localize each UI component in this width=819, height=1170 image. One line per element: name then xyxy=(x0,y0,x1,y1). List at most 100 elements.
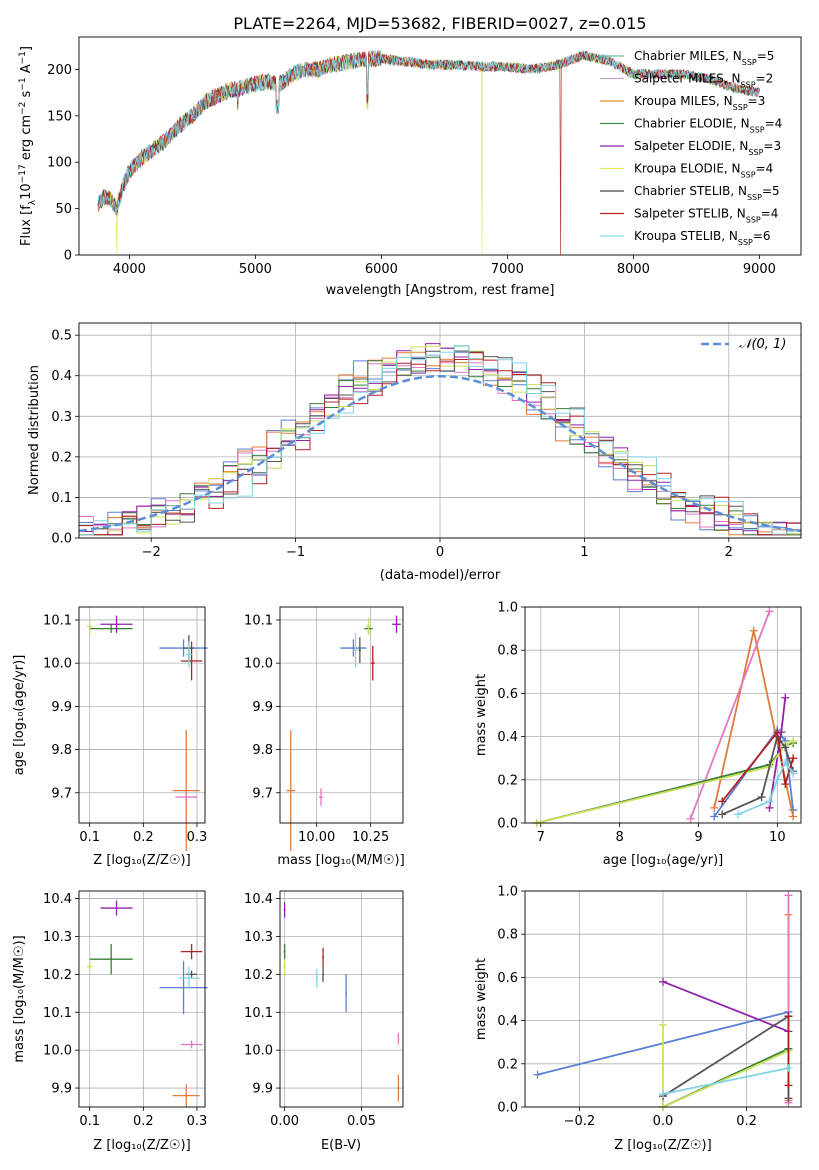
y-tick-label: 0.8 xyxy=(497,928,518,943)
weight-marker xyxy=(781,780,790,789)
x-tick-label: 2 xyxy=(725,545,733,560)
legend-count: =4 xyxy=(761,207,779,221)
weight-marker xyxy=(781,693,790,702)
data-point xyxy=(185,796,188,799)
y-tick-label: 10.0 xyxy=(43,1044,72,1059)
legend-entry: Salpeter STELIB, NSSP=4 xyxy=(634,207,778,225)
weight-marker xyxy=(781,758,790,767)
y-tick-label: 0.4 xyxy=(497,730,518,745)
legend-name: Salpeter MILES, N xyxy=(634,72,741,86)
data-point xyxy=(187,977,190,980)
y-tick-label: 10.1 xyxy=(43,613,72,628)
x-tick-label: 8 xyxy=(615,830,623,845)
legend-entry: Salpeter MILES, NSSP=2 xyxy=(634,72,773,90)
weight-marker xyxy=(784,1094,793,1103)
histogram-step xyxy=(79,345,801,536)
y-tick-label: 10.0 xyxy=(244,657,273,672)
weight-line xyxy=(721,730,794,802)
weight-marker xyxy=(710,812,719,821)
weight-marker xyxy=(773,775,782,784)
weight-line xyxy=(662,1067,789,1095)
weight-line xyxy=(662,980,790,1033)
weight-marker xyxy=(784,1064,793,1073)
ylabel-sup: −2 xyxy=(18,102,28,115)
ylabel-sub: λ xyxy=(28,199,38,205)
y-tick-label: 10.1 xyxy=(244,1006,273,1021)
legend-count: =2 xyxy=(756,72,774,86)
age-vs-metallicity-panel: 0.1 0.2 0.3 9.7 9.8 9.9 10.0 10.1 Z [log₁₀(Z/Z☉)… xyxy=(12,606,208,868)
data-point xyxy=(315,977,318,980)
x-tick-label: 8000 xyxy=(617,262,650,277)
y-tick-label: 0.2 xyxy=(51,450,72,465)
x-tick-label: 9000 xyxy=(743,262,776,277)
x-tick-label: 0.3 xyxy=(187,1114,208,1129)
y-tick-label: 9.9 xyxy=(51,700,72,715)
ylabel-part: ] xyxy=(19,46,34,51)
weight-marker xyxy=(765,797,774,806)
data-point xyxy=(397,1037,400,1040)
data-point xyxy=(320,796,322,799)
data-point xyxy=(190,973,193,976)
weight-marker xyxy=(533,1070,542,1079)
y-tick-label: 0.3 xyxy=(51,410,72,425)
x-axis-label: (data-model)/error xyxy=(380,568,501,583)
weight-marker xyxy=(789,736,798,745)
weight-line xyxy=(662,1024,789,1109)
data-point xyxy=(187,653,190,656)
legend-count: =3 xyxy=(763,139,781,153)
y-tick-label: 10.1 xyxy=(244,613,273,628)
legend-entry: Salpeter ELODIE, NSSP=3 xyxy=(634,139,781,157)
mass-weight-vs-metallicity-panel: −0.2 0.0 0.2 0.0 0.2 0.4 0.6 0.8 1.0 Z [log₁₀(Z/Z… xyxy=(474,885,802,1153)
weight-line xyxy=(536,740,794,824)
mass-vs-metallicity-panel: 0.1 0.2 0.3 9.9 10.0 10.1 10.2 10.3 10.4 Z [log₁₀… xyxy=(12,890,208,1153)
data-point xyxy=(283,950,286,953)
y-tick-label: 150 xyxy=(47,109,72,124)
x-axis-label: Z [log₁₀(Z/Z☉)] xyxy=(93,1138,190,1153)
x-tick-label: 7 xyxy=(537,830,545,845)
y-tick-label: 1.0 xyxy=(497,885,518,900)
y-tick-label: 100 xyxy=(47,156,72,171)
mass-vs-ebv-panel: 0.00 0.05 9.9 10.0 10.1 10.2 10.3 10.4 E(B-V) xyxy=(244,890,404,1153)
x-axis-label: wavelength [Angstrom, rest frame] xyxy=(326,283,555,298)
data-point xyxy=(367,625,370,628)
y-tick-label: 9.8 xyxy=(51,743,72,758)
chart-title: PLATE=2264, MJD=53682, FIBERID=0027, z=0… xyxy=(233,14,646,33)
x-tick-label: 10.00 xyxy=(298,830,335,845)
x-tick-label: 5000 xyxy=(239,262,272,277)
legend-entry: Chabrier STELIB, NSSP=5 xyxy=(634,184,780,202)
y-tick-label: 10.3 xyxy=(43,930,72,945)
y-tick-label: 10.0 xyxy=(244,1044,273,1059)
x-tick-label: 1 xyxy=(580,545,588,560)
data-point xyxy=(354,649,357,652)
data-point xyxy=(358,649,361,652)
axes-frame xyxy=(279,890,404,1108)
x-tick-label: 0.2 xyxy=(133,1114,154,1129)
weight-marker xyxy=(765,607,774,616)
legend-count: =4 xyxy=(765,117,783,131)
weight-marker xyxy=(718,810,727,819)
x-tick-label: 7000 xyxy=(491,262,524,277)
data-point xyxy=(289,789,292,792)
y-tick-label: 0.2 xyxy=(497,773,518,788)
legend-count: =3 xyxy=(748,94,766,108)
legend-count: =5 xyxy=(762,184,780,198)
data-point xyxy=(352,647,355,650)
legend-name: Chabrier ELODIE, N xyxy=(634,117,750,131)
x-tick-label: −0.2 xyxy=(564,1114,596,1129)
y-tick-label: 9.9 xyxy=(51,1082,72,1097)
data-point xyxy=(395,623,398,626)
x-tick-label: 0.2 xyxy=(133,830,154,845)
x-tick-label: −1 xyxy=(286,545,305,560)
x-tick-label: 0 xyxy=(436,545,444,560)
x-tick-label: 0.0 xyxy=(653,1114,674,1129)
weight-line xyxy=(536,742,794,824)
ylabel-part: 10 xyxy=(19,183,34,200)
gaussian-curve xyxy=(78,374,802,533)
legend-sub: SSP xyxy=(750,125,765,134)
weight-marker xyxy=(686,814,695,823)
histogram-step xyxy=(79,350,801,536)
y-tick-label: 0.0 xyxy=(497,817,518,832)
legend-entry: Kroupa MILES, NSSP=3 xyxy=(634,94,765,112)
